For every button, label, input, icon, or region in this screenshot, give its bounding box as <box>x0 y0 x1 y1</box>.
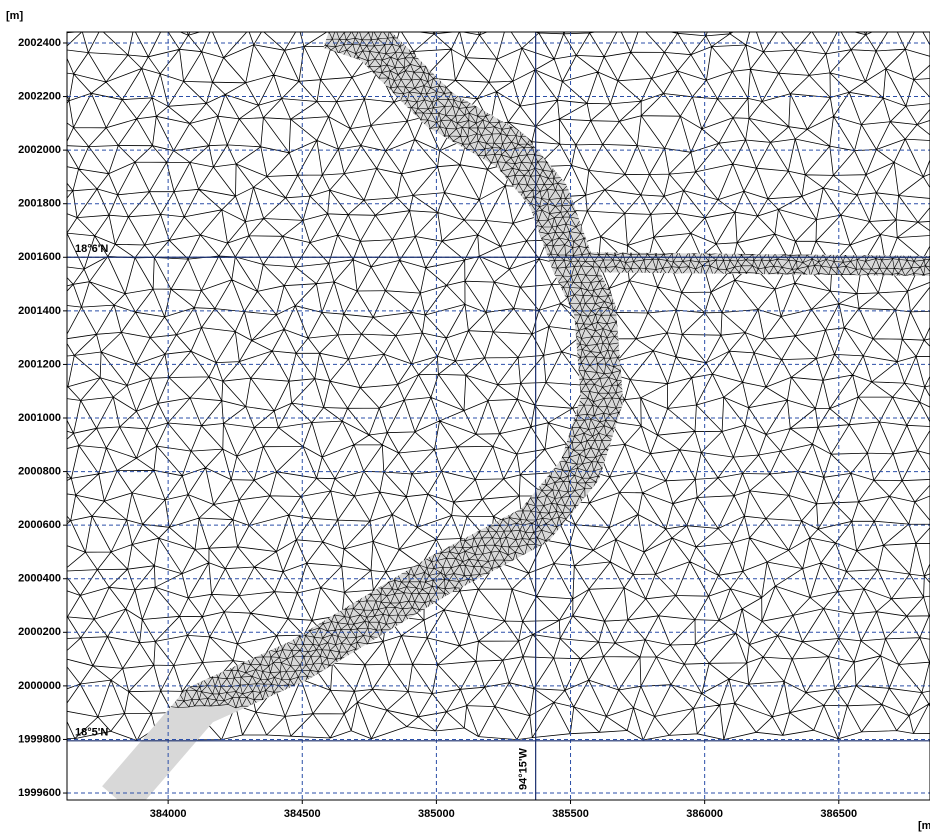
y-tick-label: 2001600 <box>18 251 61 263</box>
y-tick-label: 2001400 <box>18 305 61 317</box>
plot-area <box>0 0 930 832</box>
y-tick-label: 2000800 <box>18 465 61 477</box>
y-unit-label: [m] <box>6 10 23 22</box>
y-tick-label: 2000400 <box>18 573 61 585</box>
graticule-label: 94°15'W <box>518 748 530 790</box>
y-tick-label: 2000200 <box>18 626 61 638</box>
x-tick-label: 384500 <box>284 808 321 820</box>
x-tick-label: 386000 <box>686 808 723 820</box>
x-tick-label: 384000 <box>150 808 187 820</box>
x-tick-label: 385500 <box>552 808 589 820</box>
y-tick-label: 1999600 <box>18 787 61 799</box>
channel-mesh-layer <box>0 0 930 832</box>
graticule-label: 18°6'N <box>75 243 108 255</box>
y-tick-label: 2000000 <box>18 680 61 692</box>
x-unit-label: [m] <box>918 820 930 832</box>
y-tick-label: 2001200 <box>18 358 61 370</box>
x-tick-label: 385000 <box>418 808 455 820</box>
x-tick-label: 386500 <box>820 808 857 820</box>
y-tick-label: 1999800 <box>18 733 61 745</box>
y-tick-label: 2001000 <box>18 412 61 424</box>
y-tick-label: 2002000 <box>18 144 61 156</box>
y-tick-label: 2002200 <box>18 90 61 102</box>
chart: [m] [m] 384000 384500 385000 385500 386000 38… <box>0 0 930 832</box>
graticule-label: 18°5'N <box>75 727 108 739</box>
y-tick-label: 2002400 <box>18 37 61 49</box>
y-tick-label: 2000600 <box>18 519 61 531</box>
y-tick-label: 2001800 <box>18 198 61 210</box>
